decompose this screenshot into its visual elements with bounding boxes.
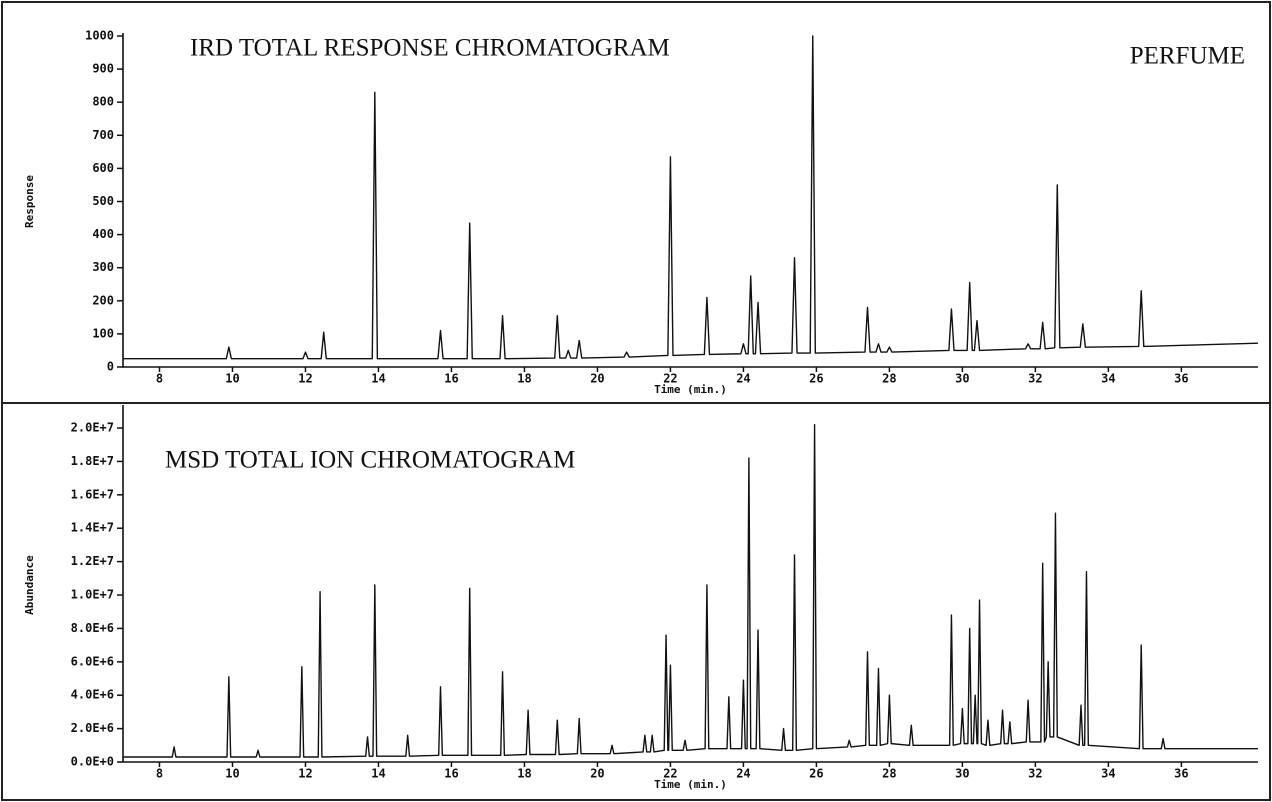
chart-title: IRD TOTAL RESPONSE CHROMATOGRAM — [190, 35, 670, 62]
y-axis-label: Abundance — [23, 555, 36, 615]
y-tick-label: 1.2E+7 — [71, 554, 114, 568]
x-tick-label: 20 — [590, 767, 604, 781]
y-tick-label: 2.0E+6 — [71, 721, 114, 735]
y-tick-label: 8.0E+6 — [71, 621, 114, 635]
x-tick-label: 26 — [809, 372, 823, 386]
chart-title: MSD TOTAL ION CHROMATOGRAM — [165, 447, 575, 474]
trace — [123, 35, 1259, 360]
x-tick-label: 20 — [590, 372, 604, 386]
x-tick-label: 32 — [1028, 372, 1042, 386]
annotation: PERFUME — [1130, 43, 1245, 70]
y-tick-label: 4.0E+6 — [71, 688, 114, 702]
x-tick-label: 12 — [298, 372, 312, 386]
y-tick-label: 2.0E+7 — [71, 421, 114, 435]
x-tick-label: 36 — [1174, 372, 1188, 386]
x-tick-label: 22 — [663, 767, 677, 781]
x-tick-label: 34 — [1101, 372, 1115, 386]
y-tick-label: 6.0E+6 — [71, 654, 114, 668]
y-tick-label: 1.6E+7 — [71, 487, 114, 501]
x-axis-label: Time (min.) — [654, 383, 727, 396]
x-axis-label: Time (min.) — [654, 778, 727, 791]
x-tick-label: 18 — [517, 767, 531, 781]
x-tick-label: 32 — [1028, 767, 1042, 781]
y-axis-label: Response — [23, 175, 36, 228]
y-tick-label: 1.4E+7 — [71, 521, 114, 535]
x-tick-label: 36 — [1174, 767, 1188, 781]
y-tick-label: 100 — [92, 326, 114, 340]
axis — [122, 33, 1258, 368]
y-tick-label: 400 — [92, 227, 114, 241]
x-tick-label: 14 — [371, 372, 385, 386]
y-tick-label: 1.8E+7 — [71, 454, 114, 468]
y-tick-label: 800 — [92, 95, 114, 109]
y-tick-label: 900 — [92, 62, 114, 76]
y-tick-label: 1.0E+7 — [71, 588, 114, 602]
x-tick-label: 30 — [955, 767, 969, 781]
x-tick-label: 18 — [517, 372, 531, 386]
y-tick-label: 0 — [107, 360, 114, 374]
x-tick-label: 26 — [809, 767, 823, 781]
x-tick-label: 12 — [298, 767, 312, 781]
x-tick-label: 8 — [156, 372, 163, 386]
x-tick-label: 8 — [156, 767, 163, 781]
y-tick-label: 200 — [92, 293, 114, 307]
y-tick-label: 1000 — [85, 29, 114, 43]
x-tick-label: 28 — [882, 767, 896, 781]
x-tick-label: 10 — [225, 372, 239, 386]
x-tick-label: 24 — [736, 372, 750, 386]
y-tick-label: 600 — [92, 161, 114, 175]
x-tick-label: 22 — [663, 372, 677, 386]
x-tick-label: 16 — [444, 372, 458, 386]
trace — [123, 424, 1258, 758]
y-tick-label: 500 — [92, 194, 114, 208]
x-tick-label: 34 — [1101, 767, 1115, 781]
x-tick-label: 24 — [736, 767, 750, 781]
y-tick-label: 0.0E+0 — [71, 755, 114, 769]
x-tick-label: 16 — [444, 767, 458, 781]
y-tick-label: 300 — [92, 260, 114, 274]
x-tick-label: 10 — [225, 767, 239, 781]
y-tick-label: 700 — [92, 128, 114, 142]
x-tick-label: 14 — [371, 767, 385, 781]
x-tick-label: 28 — [882, 372, 896, 386]
x-tick-label: 30 — [955, 372, 969, 386]
